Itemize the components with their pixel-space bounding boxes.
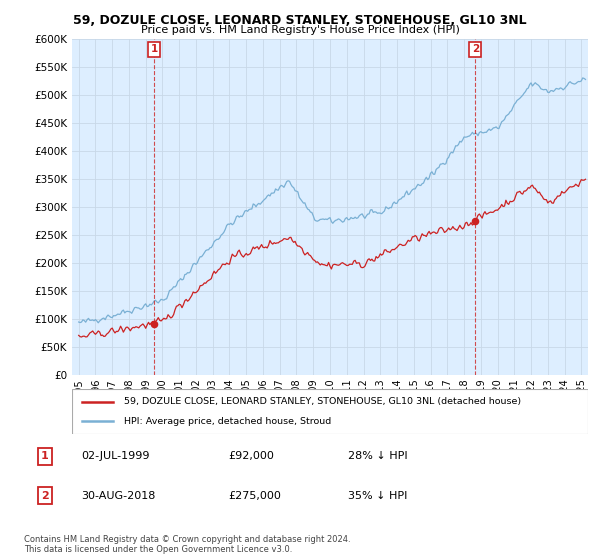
Text: 2: 2 xyxy=(41,491,49,501)
Text: 1: 1 xyxy=(151,44,158,54)
Text: 1: 1 xyxy=(41,451,49,461)
Text: 28% ↓ HPI: 28% ↓ HPI xyxy=(348,451,407,461)
Point xyxy=(470,217,480,226)
Text: 02-JUL-1999: 02-JUL-1999 xyxy=(81,451,149,461)
Text: 30-AUG-2018: 30-AUG-2018 xyxy=(81,491,155,501)
Text: HPI: Average price, detached house, Stroud: HPI: Average price, detached house, Stro… xyxy=(124,417,331,426)
Text: 2: 2 xyxy=(472,44,479,54)
Text: 59, DOZULE CLOSE, LEONARD STANLEY, STONEHOUSE, GL10 3NL: 59, DOZULE CLOSE, LEONARD STANLEY, STONE… xyxy=(73,14,527,27)
Text: Price paid vs. HM Land Registry's House Price Index (HPI): Price paid vs. HM Land Registry's House … xyxy=(140,25,460,35)
Point xyxy=(149,319,159,328)
Text: £92,000: £92,000 xyxy=(228,451,274,461)
Text: Contains HM Land Registry data © Crown copyright and database right 2024.
This d: Contains HM Land Registry data © Crown c… xyxy=(24,535,350,554)
Text: £275,000: £275,000 xyxy=(228,491,281,501)
Text: 59, DOZULE CLOSE, LEONARD STANLEY, STONEHOUSE, GL10 3NL (detached house): 59, DOZULE CLOSE, LEONARD STANLEY, STONE… xyxy=(124,397,521,406)
Text: 35% ↓ HPI: 35% ↓ HPI xyxy=(348,491,407,501)
